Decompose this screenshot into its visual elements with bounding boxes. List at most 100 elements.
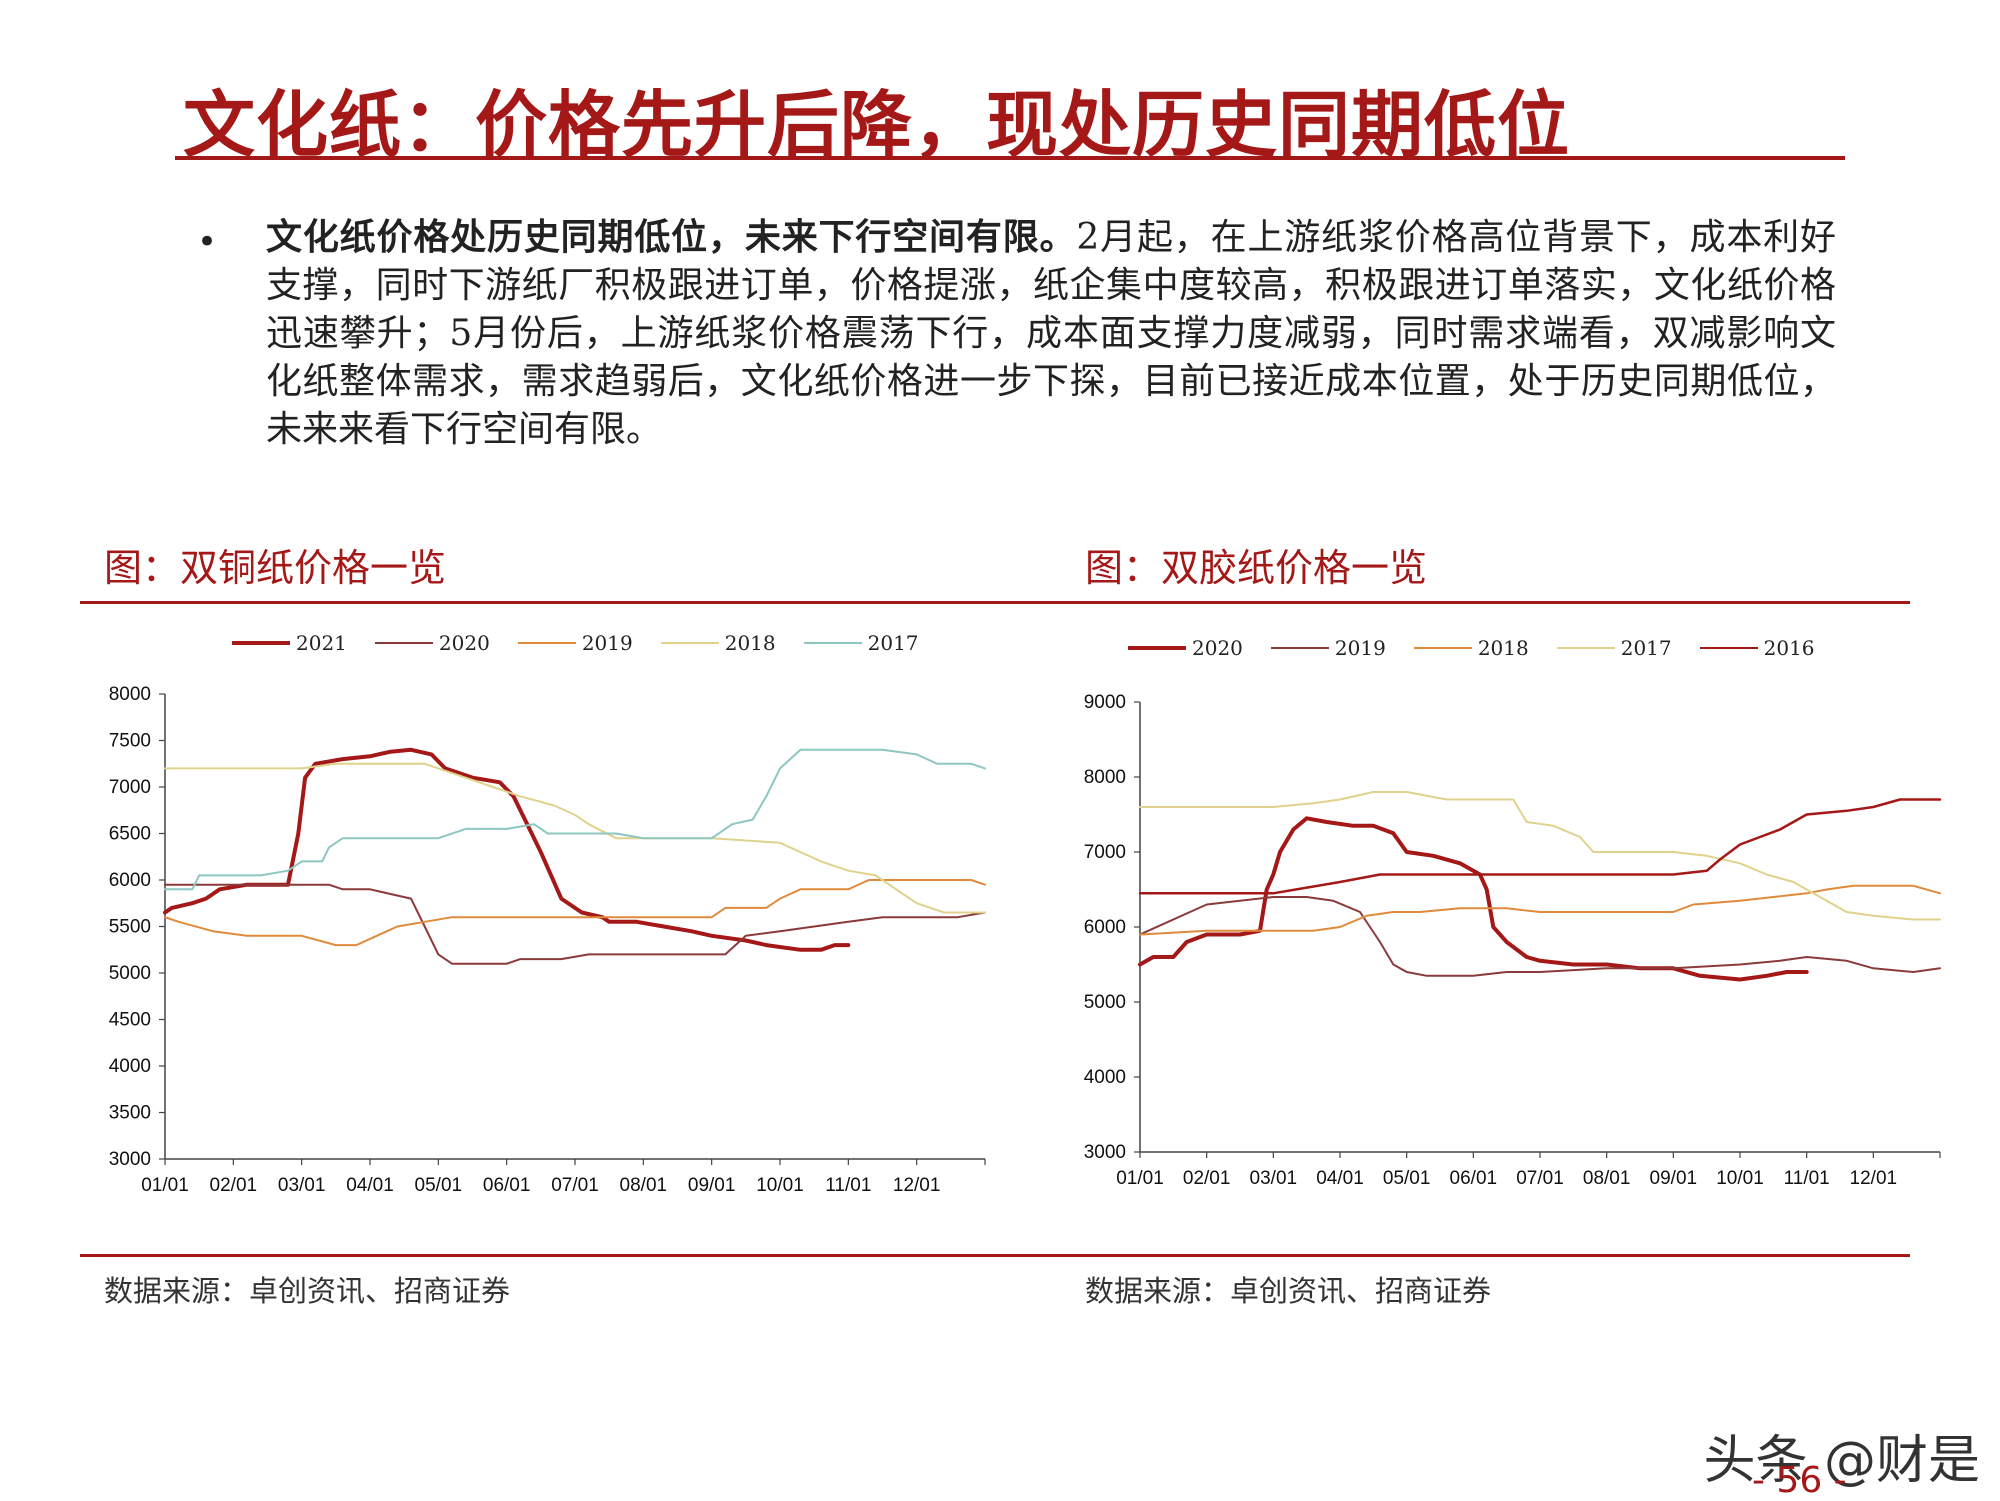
series-line-2021 <box>163 747 851 952</box>
y-tick-label: 3500 <box>109 1103 151 1124</box>
series-line-2017 <box>1139 791 1941 921</box>
y-tick-label: 8000 <box>1084 767 1126 788</box>
x-tick-label: 02/01 <box>210 1175 258 1196</box>
legend-item-2017: 2017 <box>1556 636 1672 660</box>
chart-legend-right: 2020 2019 2018 2017 2016 <box>1128 636 1815 660</box>
legend-swatch <box>232 641 290 645</box>
legend-label: 2021 <box>296 631 347 655</box>
x-tick-label: 01/01 <box>1116 1168 1164 1189</box>
line-chart-coated-paper: 3000 3500 4000 4500 5000 5500 6000 6500 7000 7500… <box>109 684 986 1196</box>
legend-swatch <box>1699 647 1758 649</box>
x-tick-label: 12/01 <box>893 1175 941 1196</box>
y-tick-label: 5500 <box>109 917 151 938</box>
legend-swatch <box>374 642 433 644</box>
legend-swatch <box>1270 647 1329 649</box>
x-tick-label: 05/01 <box>415 1175 463 1196</box>
x-tick-label: 02/01 <box>1183 1168 1231 1189</box>
x-tick-label: 06/01 <box>483 1175 531 1196</box>
legend-item-2020: 2020 <box>374 631 490 655</box>
y-tick-label: 3000 <box>1084 1142 1126 1163</box>
y-tick-label: 7000 <box>1084 842 1126 863</box>
y-tick-label: 5000 <box>1084 992 1126 1013</box>
legend-item-2018: 2018 <box>1413 636 1529 660</box>
x-tick-label: 07/01 <box>1516 1168 1564 1189</box>
x-tick-label: 01/01 <box>141 1175 189 1196</box>
x-tick-label: 09/01 <box>688 1175 736 1196</box>
legend-label: 2016 <box>1763 636 1815 660</box>
legend-item-2019: 2019 <box>1270 636 1386 660</box>
x-tick-label: 05/01 <box>1383 1168 1431 1189</box>
x-tick-label: 03/01 <box>278 1175 326 1196</box>
legend-label: 2018 <box>1477 636 1529 660</box>
y-tick-label: 7500 <box>109 731 151 752</box>
x-tick-label: 07/01 <box>551 1175 599 1196</box>
legend-item-2021: 2021 <box>232 631 347 655</box>
series-line-2019 <box>164 879 986 947</box>
x-tick-label: 04/01 <box>1316 1168 1364 1189</box>
figure-top-rule <box>80 601 1910 604</box>
legend-label: 2020 <box>1192 636 1243 660</box>
legend-label: 2017 <box>867 631 919 655</box>
legend-swatch <box>660 642 719 644</box>
y-tick-label: 6000 <box>1084 917 1126 938</box>
x-tick-label: 10/01 <box>756 1175 804 1196</box>
y-tick-label: 8000 <box>109 684 151 705</box>
x-tick-label: 10/01 <box>1716 1168 1764 1189</box>
y-tick-label: 6500 <box>109 824 151 845</box>
legend-label: 2017 <box>1620 636 1672 660</box>
x-tick-label: 11/01 <box>1784 1168 1830 1189</box>
legend-swatch <box>1128 646 1186 650</box>
legend-item-2016: 2016 <box>1699 636 1815 660</box>
y-tick-label: 6000 <box>109 870 151 891</box>
bullet-bold-lead: 文化纸价格处历史同期低位，未来下行空间有限。 <box>266 217 1077 258</box>
watermark: 头条 @财是 <box>1703 1431 1980 1491</box>
series-line-2020 <box>1138 816 1809 982</box>
x-tick-label: 03/01 <box>1250 1168 1298 1189</box>
series-line-2017 <box>164 748 986 891</box>
x-tick-label: 12/01 <box>1850 1168 1898 1189</box>
legend-swatch <box>1413 647 1472 649</box>
legend-item-2017: 2017 <box>803 631 919 655</box>
series-line-2018 <box>164 762 986 914</box>
y-tick-label: 3000 <box>109 1149 151 1170</box>
series-line-2018 <box>1139 884 1941 936</box>
y-tick-label: 4000 <box>109 1056 151 1077</box>
series-line-2019 <box>1139 896 1941 977</box>
y-tick-label: 4000 <box>1084 1067 1126 1088</box>
source-note-right: 数据来源：卓创资讯、招商证券 <box>1085 1274 1492 1308</box>
bullet-paragraph: 文化纸价格处历史同期低位，未来下行空间有限。2月起，在上游纸浆价格高位背景下，成… <box>266 214 1836 454</box>
legend-item-2020: 2020 <box>1128 636 1243 660</box>
legend-label: 2020 <box>438 631 490 655</box>
series-line-2020 <box>164 883 986 965</box>
chart-legend-left: 2021 2020 2019 2018 2017 <box>232 631 919 655</box>
legend-swatch <box>517 642 576 644</box>
x-tick-label: 08/01 <box>620 1175 668 1196</box>
y-tick-label: 5000 <box>109 963 151 984</box>
bullet-body-text: 2月起，在上游纸浆价格高位背景下，成本利好支撑，同时下游纸厂积极跟进订单，价格提… <box>266 217 1836 450</box>
legend-swatch <box>803 642 862 644</box>
legend-label: 2019 <box>1334 636 1386 660</box>
legend-item-2018: 2018 <box>660 631 776 655</box>
figure-bottom-rule <box>80 1254 1910 1257</box>
legend-label: 2018 <box>724 631 776 655</box>
x-tick-label: 04/01 <box>346 1175 394 1196</box>
series-line-2016 <box>1138 798 1942 895</box>
page-number: - 56 - <box>1752 1460 1847 1501</box>
figure-title-right: 图：双胶纸价格一览 <box>1085 546 1428 590</box>
title-rule <box>175 156 1845 160</box>
figure-title-left: 图：双铜纸价格一览 <box>104 546 447 590</box>
x-tick-label: 11/01 <box>825 1175 871 1196</box>
legend-item-2019: 2019 <box>517 631 633 655</box>
y-tick-label: 9000 <box>1084 692 1126 713</box>
source-note-left: 数据来源：卓创资讯、招商证券 <box>104 1274 511 1308</box>
legend-swatch <box>1556 647 1615 649</box>
page-title: 文化纸：价格先升后降，现处历史同期低位 <box>183 83 1571 167</box>
line-chart-offset-paper: 3000 4000 5000 6000 7000 8000 9000 01/01 02/01 03… <box>1084 692 1942 1189</box>
y-tick-label: 4500 <box>109 1010 151 1031</box>
bullet-marker: • <box>197 222 218 262</box>
x-tick-label: 08/01 <box>1583 1168 1631 1189</box>
x-tick-label: 06/01 <box>1450 1168 1498 1189</box>
legend-label: 2019 <box>581 631 633 655</box>
x-tick-label: 09/01 <box>1650 1168 1698 1189</box>
y-tick-label: 7000 <box>109 777 151 798</box>
